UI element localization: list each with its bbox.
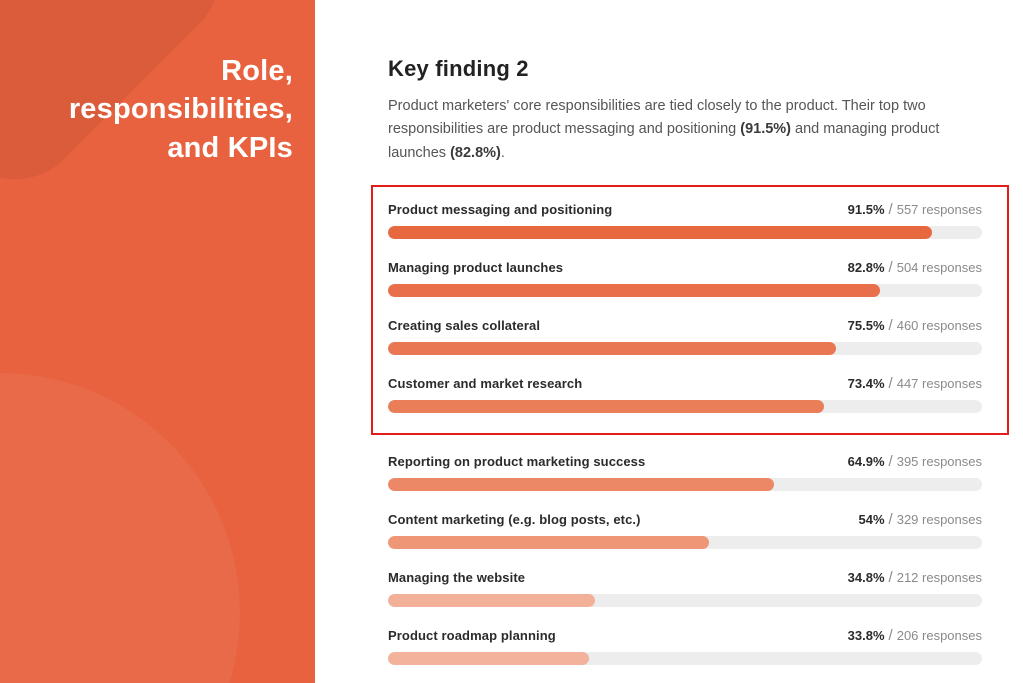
bar-fill	[388, 226, 932, 240]
bar-label: Customer and market research	[388, 376, 583, 392]
bar-label: Content marketing (e.g. blog posts, etc.…	[388, 512, 641, 528]
bar-track	[388, 284, 982, 298]
bar-track	[388, 536, 982, 550]
bar-percent: 34.8%	[847, 570, 885, 586]
value-separator: /	[888, 511, 893, 529]
bar-chart: Product messaging and positioning 91.5% /…	[371, 185, 1009, 683]
bar-value: 54%/329 responses	[859, 511, 982, 528]
bar-value: 75.5%/460 responses	[848, 317, 982, 334]
chart-row: Managing product launches 82.8%/504 resp…	[388, 259, 982, 298]
bar-percent: 91.5%	[847, 202, 885, 218]
chart-row-header: Managing the website 34.8%/212 responses	[388, 569, 982, 586]
bar-label: Product messaging and positioning	[388, 202, 613, 218]
bar-responses: 329 responses	[896, 512, 982, 528]
bar-responses: 212 responses	[896, 570, 982, 586]
sidebar: Role, responsibilities, and KPIs	[0, 0, 315, 683]
bar-track	[388, 342, 982, 356]
bar-track	[388, 652, 982, 666]
bar-value: 82.8%/504 responses	[848, 259, 982, 276]
section-title-line: Role,	[221, 55, 293, 87]
bar-responses: 206 responses	[896, 628, 982, 644]
chart-row-header: Creating sales collateral 75.5%/460 resp…	[388, 317, 982, 334]
chart-row: Product roadmap planning 33.8%/206 respo…	[388, 627, 982, 666]
bar-fill	[388, 284, 880, 298]
bar-responses: 557 responses	[896, 202, 982, 218]
bar-percent: 73.4%	[847, 376, 885, 392]
chart-row: Customer and market research 73.4%/447 r…	[388, 375, 982, 414]
chart-row: Content marketing (e.g. blog posts, etc.…	[388, 511, 982, 550]
page-title: Key finding 2	[388, 56, 529, 81]
bar-percent: 75.5%	[847, 318, 885, 334]
intro-bold-text: (82.8%)	[450, 144, 501, 161]
bar-label: Managing the website	[388, 570, 526, 586]
bar-value: 91.5%/557 responses	[848, 201, 982, 218]
bar-responses: 447 responses	[896, 376, 982, 392]
highlight-box: Product messaging and positioning 91.5% /…	[371, 185, 1009, 436]
bar-value: 73.4%/447 responses	[848, 375, 982, 392]
bar-track	[388, 594, 982, 608]
bar-percent: 33.8%	[847, 628, 885, 644]
bar-fill	[388, 400, 824, 414]
bar-track	[388, 226, 982, 240]
chart-row-header: Reporting on product marketing success 6…	[388, 453, 982, 470]
value-separator: /	[888, 453, 893, 471]
value-separator: /	[888, 627, 893, 645]
chart-row-header: Customer and market research 73.4%/447 r…	[388, 375, 982, 392]
chart-row: Creating sales collateral 75.5%/460 resp…	[388, 317, 982, 356]
main-content: Key finding 2 Product marketers' core re…	[315, 0, 1023, 683]
bar-fill	[388, 478, 774, 492]
chart-row: Reporting on product marketing success 6…	[388, 453, 982, 492]
bar-percent: 54%	[858, 512, 885, 528]
bar-responses: 460 responses	[896, 318, 982, 334]
intro-bold-text: (91.5%)	[740, 121, 792, 138]
section-title-line: responsibilities,	[68, 93, 293, 126]
value-separator: /	[888, 375, 893, 393]
bar-fill	[388, 536, 709, 550]
section-title: Role, responsibilities, and KPIs	[0, 52, 315, 167]
bar-label: Reporting on product marketing success	[388, 454, 646, 470]
bar-percent: 82.8%	[847, 260, 885, 276]
value-separator: /	[888, 317, 893, 335]
bar-track	[388, 478, 982, 492]
bar-fill	[388, 342, 837, 356]
chart-row-header: Managing product launches 82.8%/504 resp…	[388, 259, 982, 276]
bar-responses: 395 responses	[896, 454, 982, 470]
value-separator: /	[888, 259, 893, 277]
value-separator: /	[888, 201, 893, 219]
intro-paragraph: Product marketers' core responsibilities…	[388, 95, 982, 165]
value-separator: /	[888, 569, 893, 587]
bar-responses: 504 responses	[896, 260, 982, 276]
bar-label: Creating sales collateral	[388, 318, 541, 334]
bar-fill	[388, 594, 595, 608]
bar-label: Product roadmap planning	[388, 628, 556, 644]
chart-row-header: Product roadmap planning 33.8%/206 respo…	[388, 627, 982, 644]
chart-rest: Reporting on product marketing success 6…	[388, 453, 982, 683]
chart-row: Product messaging and positioning 91.5% /…	[388, 201, 982, 240]
bar-label: Managing product launches	[388, 260, 564, 276]
chart-row-header: Content marketing (e.g. blog posts, etc.…	[388, 511, 982, 528]
intro-text: .	[500, 144, 505, 161]
intro-text: Product marketers' core responsibilities…	[388, 98, 926, 138]
bar-percent: 64.9%	[847, 454, 885, 470]
bar-value: 34.8%/212 responses	[848, 569, 982, 586]
chart-row-header: Product messaging and positioning 91.5% /…	[388, 201, 982, 218]
intro-text: and managing product launches	[388, 121, 940, 161]
bar-track	[388, 400, 982, 414]
bar-value: 64.9%/395 responses	[848, 453, 982, 470]
bar-value: 33.8%/206 responses	[848, 627, 982, 644]
section-title-line: and KPIs	[167, 131, 293, 164]
bar-fill	[388, 652, 589, 666]
chart-row: Managing the website 34.8%/212 responses	[388, 569, 982, 608]
